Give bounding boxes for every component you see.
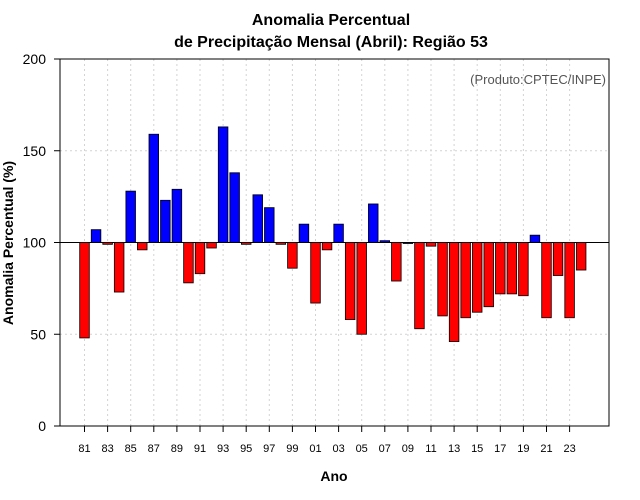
x-tick-label: 95 <box>240 443 252 455</box>
bar-22 <box>552 242 564 276</box>
bar-87 <box>148 133 160 243</box>
bar-92 <box>206 242 217 249</box>
x-tick-label: 91 <box>194 443 206 455</box>
bar-23 <box>564 242 575 319</box>
bar-00 <box>298 223 310 243</box>
bar-19 <box>518 242 529 297</box>
y-axis-label: Anomalia Percentual (%) <box>0 161 16 325</box>
bar-97 <box>264 207 275 243</box>
bar-85 <box>125 190 136 243</box>
bar-21 <box>541 242 552 319</box>
bar-10 <box>414 242 425 330</box>
bar-81 <box>79 242 90 339</box>
y-tick-label: 50 <box>30 326 46 342</box>
bars <box>79 126 587 342</box>
bar-82 <box>90 229 102 243</box>
x-tick-label: 07 <box>379 443 391 455</box>
x-tick-label: 87 <box>148 443 160 455</box>
x-axis-label: Ano <box>320 468 347 484</box>
bar-17 <box>495 242 506 295</box>
x-tick-label: 17 <box>494 443 506 455</box>
bar-90 <box>183 242 194 284</box>
x-tick-label: 15 <box>471 443 483 455</box>
chart-title: Anomalia Percentual <box>252 12 410 29</box>
bar-94 <box>229 172 240 243</box>
bar-08 <box>391 242 402 282</box>
y-tick-label: 150 <box>23 143 47 159</box>
chart-subtitle: de Precipitação Mensal (Abril): Região 5… <box>174 34 488 51</box>
bar-89 <box>171 188 183 243</box>
x-tick-label: 89 <box>171 443 183 455</box>
bar-86 <box>137 242 148 251</box>
x-tick-label: 01 <box>309 443 321 455</box>
x-tick-label: 85 <box>125 443 137 455</box>
bar-11 <box>425 242 437 247</box>
x-tick-label: 81 <box>78 443 90 455</box>
x-axis-ticks: 81 83 85 87 89 91 93 95 97 99 01 03 05 07 09 11 13 15 17 19… <box>78 426 576 455</box>
bar-15 <box>471 242 483 313</box>
x-tick-label: 11 <box>425 443 436 455</box>
bar-96 <box>252 194 263 243</box>
bar-24 <box>575 242 587 271</box>
bar-06 <box>368 203 379 243</box>
bar-03 <box>333 223 344 243</box>
x-tick-label: 97 <box>263 443 275 455</box>
bar-84 <box>113 242 125 293</box>
y-tick-label: 200 <box>23 51 47 67</box>
bar-12 <box>437 242 448 317</box>
y-tick-label: 100 <box>23 235 47 251</box>
bar-99 <box>287 242 298 269</box>
bar-14 <box>460 242 471 319</box>
bar-16 <box>483 242 494 308</box>
bar-05 <box>356 242 367 335</box>
x-tick-label: 21 <box>540 443 552 455</box>
x-tick-label: 19 <box>517 443 529 455</box>
x-tick-label: 13 <box>448 443 460 455</box>
bar-01 <box>310 242 321 304</box>
y-axis-ticks: 0 50 100 150 200 <box>23 51 60 434</box>
bar-13 <box>448 242 460 342</box>
bar-93 <box>217 126 229 243</box>
bar-04 <box>344 242 356 320</box>
bar-88 <box>160 199 171 243</box>
x-tick-label: 93 <box>217 443 229 455</box>
x-tick-label: 23 <box>563 443 575 455</box>
x-tick-label: 99 <box>286 443 298 455</box>
bar-20 <box>529 234 541 243</box>
grid <box>60 59 609 426</box>
x-tick-label: 05 <box>356 443 368 455</box>
credit-text: (Produto:CPTEC/INPE) <box>470 72 606 87</box>
bar-18 <box>506 242 518 295</box>
bar-91 <box>194 242 206 275</box>
bar-02 <box>321 242 333 251</box>
x-tick-label: 09 <box>402 443 414 455</box>
x-tick-label: 03 <box>332 443 344 455</box>
y-tick-label: 0 <box>38 418 46 434</box>
x-tick-label: 83 <box>101 443 113 455</box>
